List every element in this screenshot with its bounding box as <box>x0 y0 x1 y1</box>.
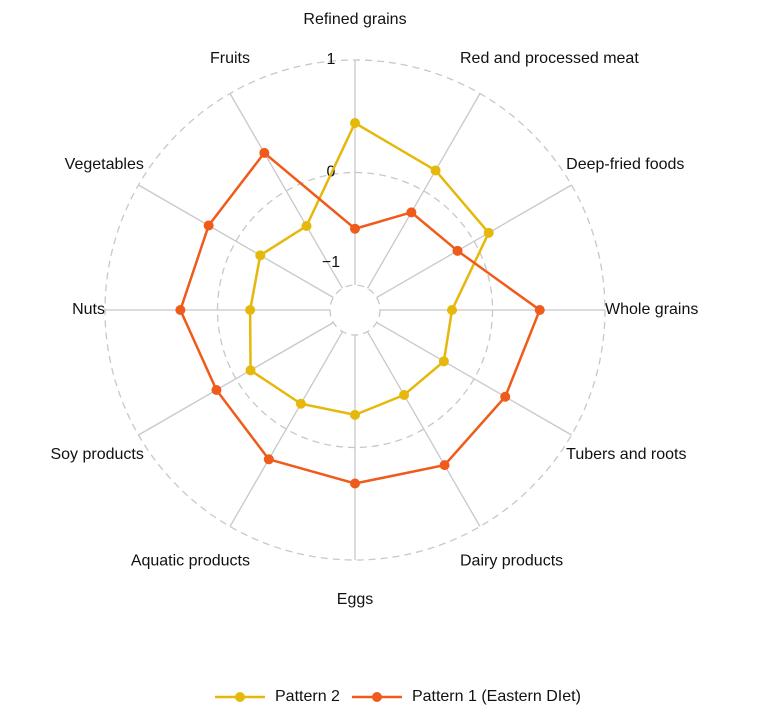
data-point <box>438 356 449 367</box>
category-label: Whole grains <box>605 301 698 318</box>
category-label: Soy products <box>50 446 143 463</box>
spoke <box>229 331 344 527</box>
data-point <box>255 250 266 261</box>
category-label: Fruits <box>210 50 250 67</box>
data-point <box>263 454 274 465</box>
data-point <box>295 398 306 409</box>
spoke <box>366 331 481 527</box>
r-tick-label: 1 <box>327 51 336 68</box>
legend-label: Pattern 1 (Eastern DIet) <box>412 688 581 705</box>
data-point <box>534 305 545 315</box>
data-point <box>301 220 312 231</box>
category-label: Vegetables <box>65 156 144 173</box>
legend-label: Pattern 2 <box>275 688 340 705</box>
category-label: Nuts <box>72 301 105 318</box>
data-point <box>399 389 410 400</box>
category-label: Dairy products <box>460 552 563 569</box>
data-point <box>483 227 494 238</box>
category-label: Refined grains <box>303 11 406 28</box>
legend-marker <box>235 692 245 702</box>
data-point <box>350 409 360 420</box>
data-point <box>350 118 360 128</box>
data-point <box>406 207 417 218</box>
spoke <box>376 321 572 436</box>
data-point <box>203 220 214 231</box>
grid-ring <box>104 59 606 561</box>
data-point <box>430 165 441 176</box>
spoke <box>229 93 344 289</box>
data-point <box>500 391 511 402</box>
category-label: Red and processed meat <box>460 50 639 67</box>
data-point <box>350 478 360 489</box>
grid-ring <box>216 171 494 449</box>
spoke <box>376 184 572 299</box>
spoke <box>138 184 334 299</box>
data-point <box>259 147 270 158</box>
grid-ring <box>329 284 381 336</box>
data-point <box>245 365 256 376</box>
data-point <box>245 305 256 315</box>
data-point <box>447 305 457 315</box>
category-label: Deep-fried foods <box>566 156 684 173</box>
data-point <box>211 385 222 395</box>
r-tick-label: −1 <box>322 254 340 271</box>
spoke <box>366 93 481 289</box>
spoke <box>138 321 334 436</box>
data-point <box>350 223 360 234</box>
legend-marker <box>371 692 382 702</box>
category-label: Eggs <box>337 591 373 608</box>
data-point <box>452 245 463 256</box>
data-point <box>175 305 186 315</box>
data-point <box>439 460 450 471</box>
series-line <box>179 151 542 485</box>
category-label: Tubers and roots <box>566 446 686 463</box>
series-line <box>248 121 491 417</box>
category-label: Aquatic products <box>131 552 250 569</box>
